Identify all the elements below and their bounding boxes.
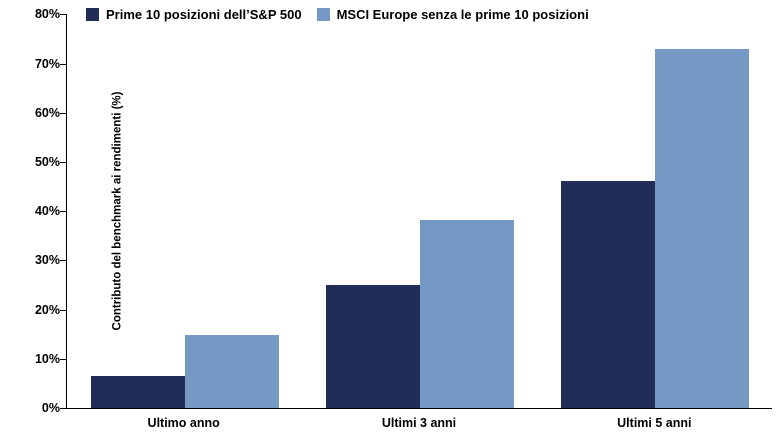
bar-series1-cat2 xyxy=(654,49,749,408)
legend-swatch-icon xyxy=(86,8,99,21)
bar-groups xyxy=(67,14,772,408)
y-tick-mark xyxy=(60,309,66,311)
y-tick-label: 70% xyxy=(34,57,60,71)
y-tick-mark xyxy=(60,259,66,261)
legend-swatch-icon xyxy=(316,8,330,21)
x-axis-labels: Ultimo anno Ultimi 3 anni Ultimi 5 anni xyxy=(66,416,772,430)
y-tick-label: 50% xyxy=(34,155,60,169)
bar-series1-cat0 xyxy=(184,334,279,408)
y-tick-mark xyxy=(60,161,66,163)
y-tick-label: 20% xyxy=(34,303,60,317)
y-tick-label: 60% xyxy=(34,106,60,120)
y-tick-mark xyxy=(60,210,66,212)
bar-series0-cat1 xyxy=(325,284,420,408)
bar-series1-cat1 xyxy=(419,220,514,408)
legend-label: MSCI Europe senza le prime 10 posizioni xyxy=(336,7,589,22)
y-tick-mark xyxy=(60,407,66,409)
x-category-label: Ultimi 5 anni xyxy=(617,416,692,430)
y-tick-label: 30% xyxy=(34,253,60,267)
legend: Prime 10 posizioni dell’S&P 500 MSCI Euro… xyxy=(86,7,589,22)
y-tick-mark xyxy=(60,13,66,15)
y-tick-mark xyxy=(60,63,66,65)
x-category-label: Ultimo anno xyxy=(147,416,220,430)
legend-item-0: Prime 10 posizioni dell’S&P 500 xyxy=(86,7,302,22)
bar-group-0 xyxy=(67,14,302,408)
bar-group-2 xyxy=(537,14,772,408)
legend-item-1: MSCI Europe senza le prime 10 posizioni xyxy=(316,7,589,22)
x-category-label: Ultimi 3 anni xyxy=(381,416,457,430)
y-tick-label: 0% xyxy=(41,401,60,415)
bar-group-1 xyxy=(302,14,537,408)
y-tick-label: 40% xyxy=(34,204,60,218)
y-tick-mark xyxy=(60,358,66,360)
bar-series0-cat0 xyxy=(90,375,185,408)
y-tick-label: 10% xyxy=(34,352,60,366)
plot-area: 0% 10% 20% 30% 40% 50% 60% 70% 80% xyxy=(35,7,772,415)
y-axis-ticks: 0% 10% 20% 30% 40% 50% 60% 70% 80% xyxy=(35,7,772,415)
legend-label: Prime 10 posizioni dell’S&P 500 xyxy=(106,7,302,22)
y-tick-mark xyxy=(60,112,66,114)
y-tick-label: 80% xyxy=(34,7,60,21)
bar-series0-cat2 xyxy=(560,180,655,408)
